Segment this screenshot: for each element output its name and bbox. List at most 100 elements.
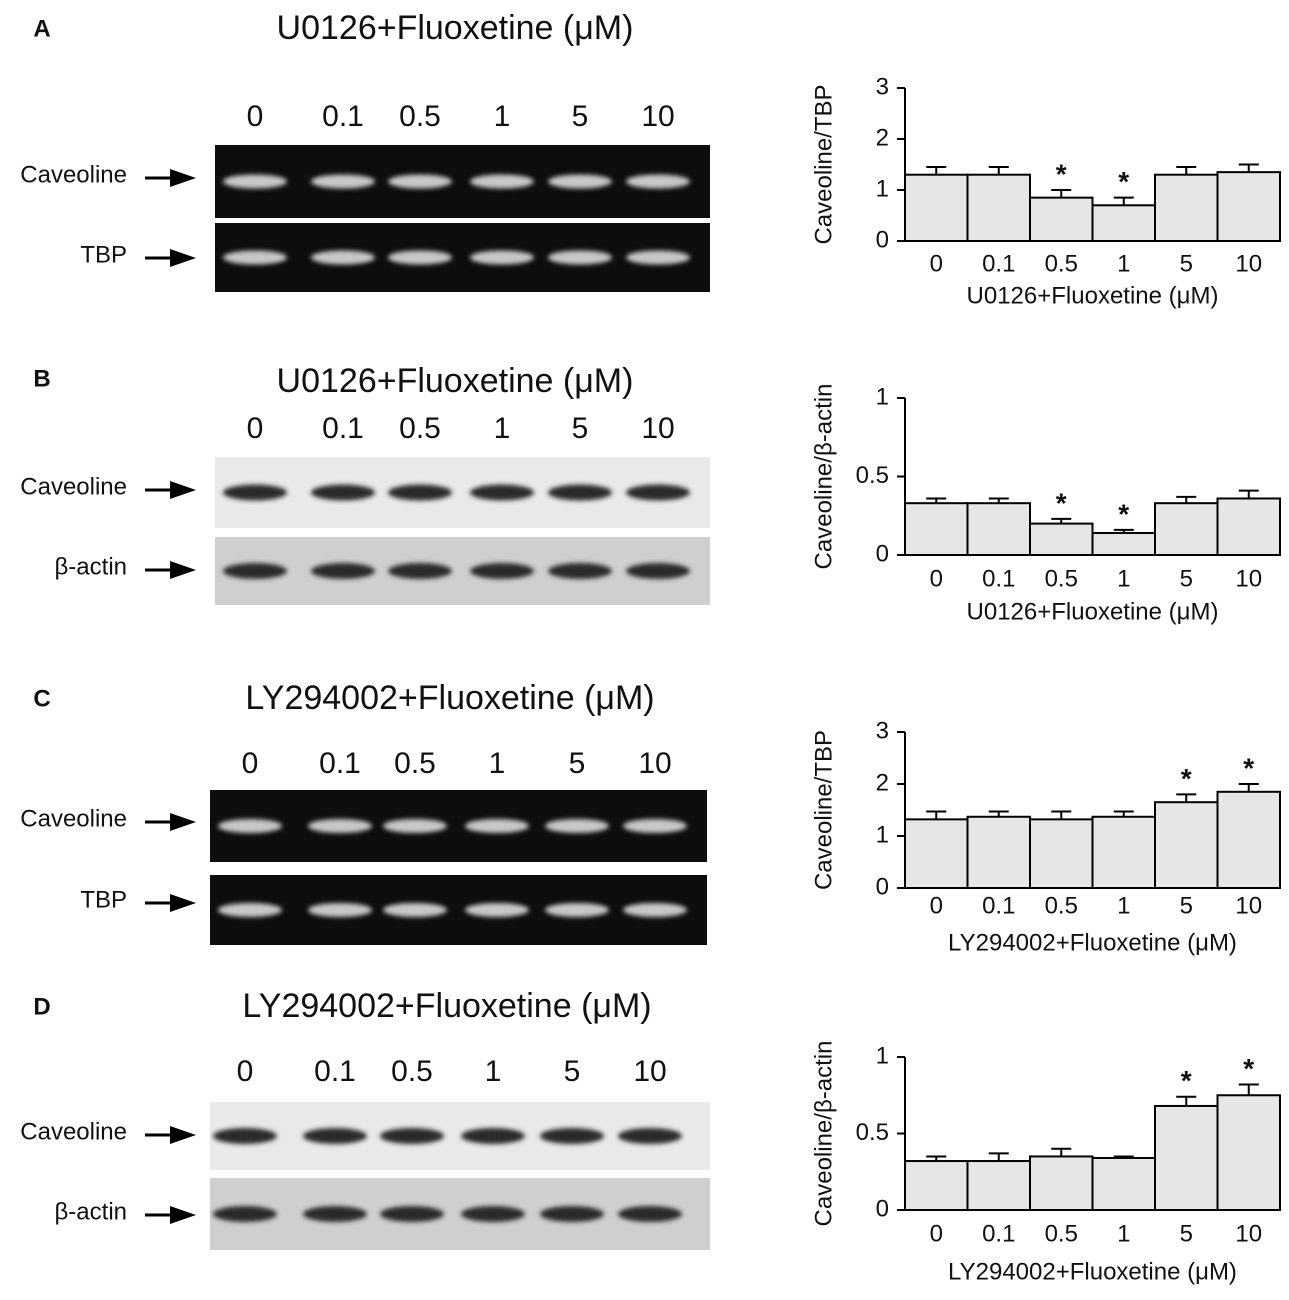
- x-tick-label: 0.5: [1045, 1220, 1078, 1247]
- gel-band: [470, 174, 534, 189]
- lane-label: 1: [489, 747, 506, 780]
- arrow-head: [170, 1126, 196, 1144]
- bar: [1154, 502, 1219, 557]
- gel-band: [388, 484, 452, 501]
- y-tick-label: 0: [876, 226, 889, 253]
- lane-label: 5: [572, 412, 589, 445]
- significance-mark: *: [1118, 166, 1129, 197]
- significance-mark: *: [1181, 763, 1192, 794]
- arrow-head: [170, 813, 196, 831]
- lane-label: 10: [641, 412, 674, 445]
- gel-band: [623, 819, 687, 833]
- x-axis-label: LY294002+Fluoxetine (μM): [948, 929, 1237, 956]
- bar: [1091, 1156, 1156, 1211]
- gel-band: [623, 903, 687, 917]
- lane-label: 5: [572, 100, 589, 133]
- significance-mark: *: [1243, 1053, 1254, 1084]
- y-tick-label: 1: [876, 1042, 889, 1069]
- x-tick-label: 10: [1235, 565, 1262, 592]
- bar: [1029, 522, 1094, 556]
- y-tick-label: 3: [876, 717, 889, 744]
- bar: [1154, 173, 1219, 242]
- y-axis-label: Caveoline/TBP: [810, 84, 837, 244]
- x-tick-label: 5: [1180, 565, 1193, 592]
- y-axis-label: Caveoline/TBP: [810, 730, 837, 890]
- y-tick-label: 2: [876, 124, 889, 151]
- row-label: TBP: [80, 241, 127, 268]
- arrow-head: [170, 561, 196, 579]
- lane-label: 0.1: [319, 747, 361, 780]
- lane-label: 5: [569, 747, 586, 780]
- bar: [904, 502, 969, 557]
- lane-label: 0.5: [399, 412, 441, 445]
- gel-title: U0126+Fluoxetine (μM): [277, 362, 634, 400]
- gel-band: [618, 1128, 682, 1144]
- gel-band: [213, 1128, 277, 1144]
- gel-band: [540, 1206, 604, 1222]
- gel-band: [388, 563, 452, 579]
- bar: [1154, 801, 1219, 890]
- x-tick-label: 1: [1117, 250, 1130, 277]
- lane-label: 0: [247, 412, 264, 445]
- row-label: Caveoline: [20, 473, 127, 500]
- gel-band: [626, 563, 690, 579]
- gel-band: [380, 1206, 444, 1222]
- x-tick-label: 0.1: [982, 1220, 1015, 1247]
- gel-band: [545, 903, 609, 917]
- bar: [966, 173, 1031, 242]
- lane-label: 0: [237, 1055, 254, 1088]
- x-tick-label: 0.1: [982, 250, 1015, 277]
- gel-band: [223, 484, 287, 501]
- gel-band: [303, 1128, 367, 1144]
- gel-band: [618, 1206, 682, 1222]
- arrow-head: [170, 894, 196, 912]
- significance-mark: *: [1181, 1065, 1192, 1096]
- significance-mark: *: [1056, 158, 1067, 189]
- gel-band: [626, 174, 690, 189]
- gel-band: [470, 250, 534, 265]
- significance-mark: *: [1243, 752, 1254, 783]
- y-axis-label: Caveoline/β-actin: [810, 384, 837, 570]
- bar: [1091, 815, 1156, 890]
- gel-band: [383, 819, 447, 833]
- bar: [1029, 196, 1094, 242]
- y-tick-label: 1: [876, 175, 889, 202]
- gel-band: [626, 484, 690, 501]
- x-tick-label: 10: [1235, 1220, 1262, 1247]
- y-tick-label: 0.5: [856, 462, 889, 489]
- gel-title: LY294002+Fluoxetine (μM): [242, 987, 651, 1025]
- panel-label: C: [33, 685, 50, 712]
- lane-label: 0.5: [394, 747, 436, 780]
- bar: [1029, 1155, 1094, 1211]
- arrow-head: [170, 249, 196, 267]
- gel-band: [388, 174, 452, 189]
- gel-band: [548, 563, 612, 579]
- x-tick-label: 0: [930, 892, 943, 919]
- lane-label: 0: [242, 747, 259, 780]
- lane-label: 0.1: [314, 1055, 356, 1088]
- bar: [1216, 790, 1281, 889]
- gel-band: [465, 819, 529, 833]
- gel-band: [548, 174, 612, 189]
- y-axis-label: Caveoline/β-actin: [810, 1041, 837, 1227]
- y-tick-label: 0: [876, 1195, 889, 1222]
- gel-band: [461, 1206, 525, 1222]
- bar: [904, 818, 969, 889]
- bar: [966, 1160, 1031, 1212]
- lane-label: 0: [247, 100, 264, 133]
- y-tick-label: 0: [876, 540, 889, 567]
- lane-label: 10: [638, 747, 671, 780]
- y-tick-label: 1: [876, 821, 889, 848]
- x-tick-label: 1: [1117, 565, 1130, 592]
- y-tick-label: 3: [876, 73, 889, 100]
- gel-title: LY294002+Fluoxetine (μM): [245, 679, 654, 717]
- row-label: TBP: [80, 886, 127, 913]
- lane-label: 0.5: [391, 1055, 433, 1088]
- row-label: Caveoline: [20, 805, 127, 832]
- gel-band: [545, 819, 609, 833]
- gel-band: [548, 484, 612, 501]
- bar: [904, 173, 969, 242]
- gel-band: [311, 174, 375, 189]
- bar: [1091, 204, 1156, 243]
